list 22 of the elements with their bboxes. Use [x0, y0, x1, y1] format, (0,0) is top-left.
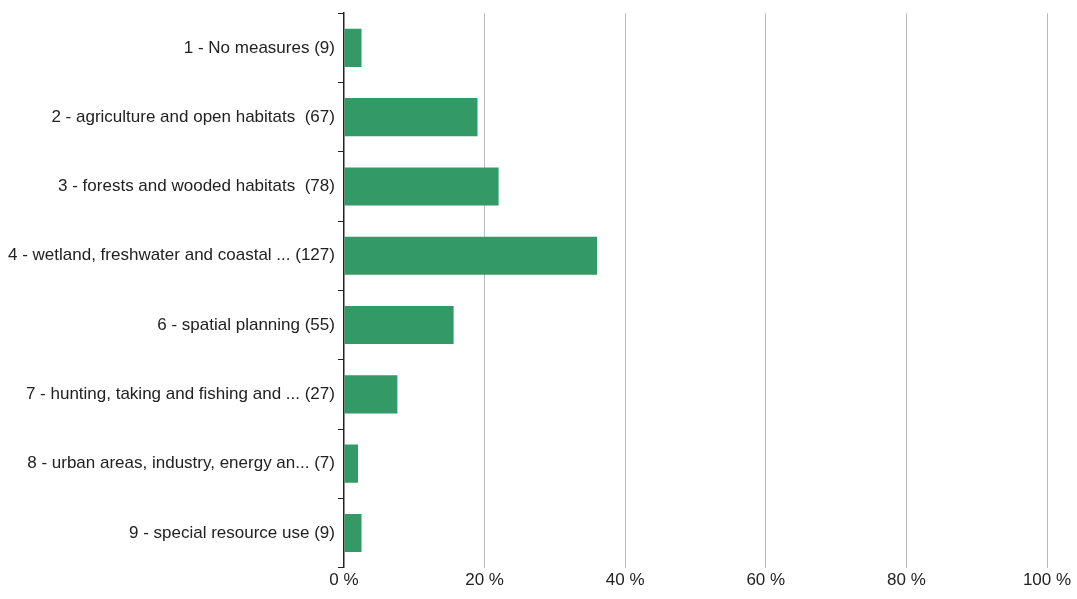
bar: [344, 236, 598, 275]
y-tick-label: 3 - forests and wooded habitats (78): [58, 176, 335, 196]
y-tick-label: 7 - hunting, taking and fishing and ... (27): [25, 384, 335, 404]
bar: [344, 98, 478, 137]
bar: [344, 28, 362, 67]
y-tick-label: 8 - urban areas, industry, energy an... (7): [27, 453, 335, 473]
x-tick-label: 100 %: [1022, 570, 1072, 590]
y-tick-label: 2 - agriculture and open habitats (67): [51, 106, 335, 126]
y-tick-label: 4 - wetland, freshwater and coastal ... (127): [7, 245, 335, 265]
bar: [344, 513, 362, 553]
x-tick-label: 0 %: [329, 570, 359, 590]
y-tick-label: 9 - special resource use (9): [128, 522, 335, 542]
y-tick-label: 1 - No measures (9): [183, 37, 335, 57]
y-tick-label: 6 - spatial planning (55): [157, 314, 335, 334]
x-tick-label: 60 %: [746, 570, 786, 590]
x-tick-label: 80 %: [887, 570, 926, 590]
x-tick-label: 20 %: [465, 570, 504, 590]
x-tick-label: 40 %: [605, 570, 645, 590]
bar: [344, 444, 358, 483]
bar: [344, 305, 454, 345]
bar: [344, 375, 398, 414]
bar: [344, 167, 499, 206]
